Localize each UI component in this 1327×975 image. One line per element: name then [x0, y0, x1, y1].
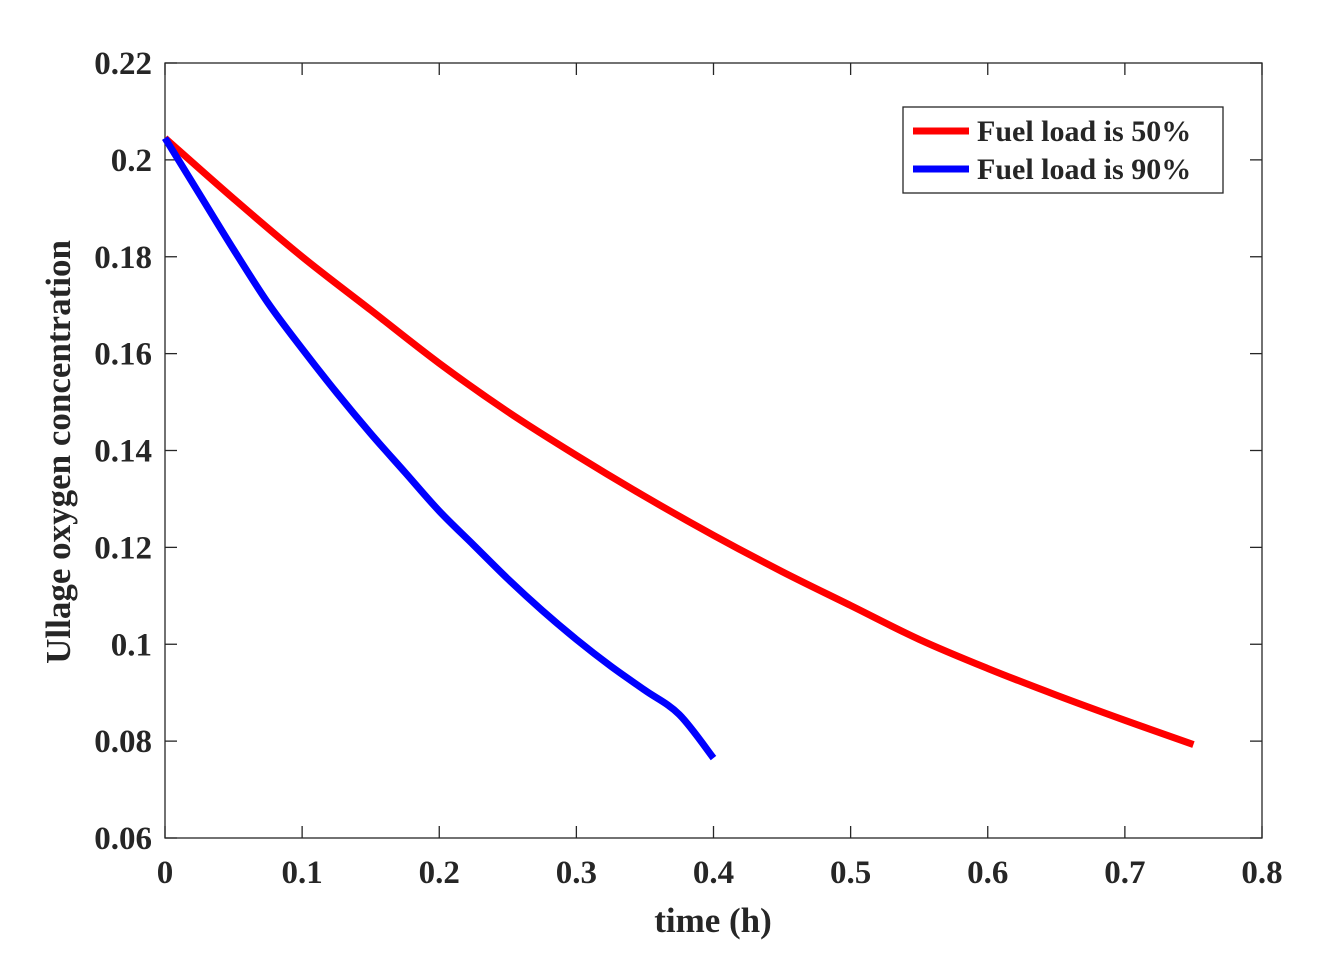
- legend: Fuel load is 50% Fuel load is 90%: [902, 106, 1224, 194]
- y-tick-label: 0.12: [94, 530, 152, 566]
- y-tick-label: 0.2: [111, 143, 152, 179]
- series-layer: [162, 135, 1195, 761]
- y-tick-label: 0.14: [94, 434, 152, 470]
- x-tick-label: 0.3: [556, 855, 597, 891]
- y-tick-label: 0.1: [111, 627, 152, 663]
- legend-label: Fuel load is 50%: [977, 115, 1191, 148]
- legend-label: Fuel load is 90%: [977, 153, 1191, 186]
- legend-box: [902, 106, 1224, 194]
- y-tick-label: 0.16: [94, 337, 152, 373]
- x-tick-label: 0.8: [1241, 855, 1282, 891]
- x-tick-label: 0.4: [693, 855, 734, 891]
- y-axis-label: Ullage oxygen concentration: [39, 240, 78, 664]
- x-tick-label: 0.7: [1104, 855, 1145, 891]
- series-line-2: [162, 136, 717, 761]
- y-tick-label: 0.06: [94, 821, 152, 857]
- x-tick-label: 0.1: [282, 855, 323, 891]
- axes-layer: 0 0.1 0.2 0.3 0.4 0.5 0.6 0.7 0.8 0.06 0.08 0.1 0.12…: [94, 46, 1282, 891]
- x-tick-label: 0.2: [419, 855, 460, 891]
- y-tick-label: 0.22: [94, 46, 152, 82]
- y-tick-label: 0.08: [94, 724, 152, 760]
- series-line-1: [162, 135, 1195, 748]
- x-axis-label: time (h): [654, 901, 772, 940]
- y-tick-label: 0.18: [94, 240, 152, 276]
- x-tick-label: 0.6: [967, 855, 1008, 891]
- x-tick-label: 0: [157, 855, 174, 891]
- x-tick-label: 0.5: [830, 855, 871, 891]
